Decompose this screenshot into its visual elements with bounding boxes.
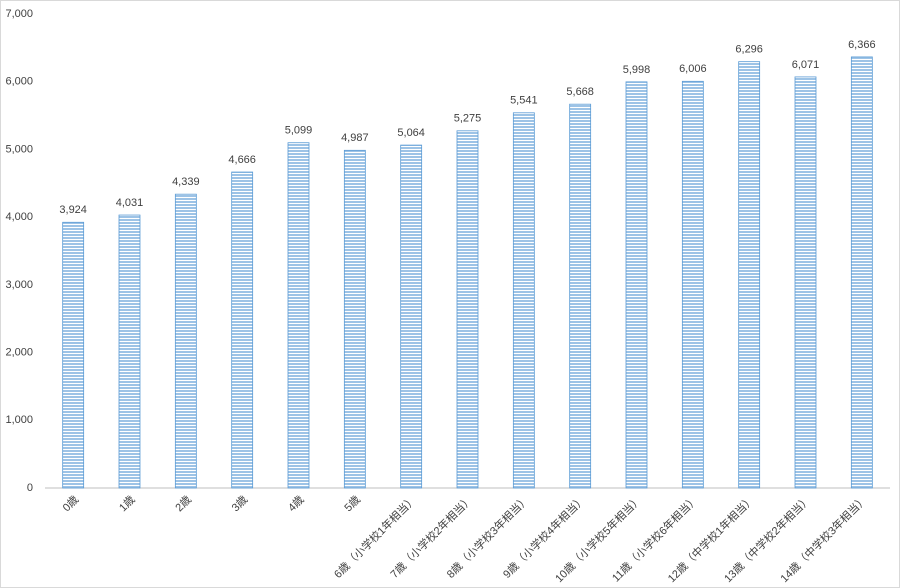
bar (625, 81, 648, 489)
value-label: 6,296 (735, 44, 763, 56)
value-label: 4,987 (341, 132, 369, 144)
bar (512, 112, 535, 489)
value-label: 4,666 (228, 154, 256, 166)
value-label: 6,366 (848, 39, 876, 51)
bar (174, 193, 197, 489)
value-label: 5,668 (566, 86, 594, 98)
x-tick-label: 1歳 (116, 493, 137, 514)
bar (62, 221, 85, 489)
value-label: 5,998 (623, 64, 651, 76)
bar (569, 103, 592, 489)
bar (738, 61, 761, 489)
bar (456, 130, 479, 489)
y-tick-label: 0 (27, 482, 33, 494)
value-label: 3,924 (59, 204, 87, 216)
y-tick-label: 3,000 (5, 279, 33, 291)
value-label: 5,541 (510, 95, 538, 107)
y-tick-label: 1,000 (5, 414, 33, 426)
bar (343, 149, 366, 489)
y-tick-label: 5,000 (5, 143, 33, 155)
bar (118, 214, 141, 489)
x-tick-label: 2歳 (173, 493, 194, 514)
x-tick-label: 0歳 (60, 493, 81, 514)
bar (794, 76, 817, 489)
bar (287, 142, 310, 489)
value-label: 5,064 (397, 127, 425, 139)
x-tick-label: 14歳（中学校3年相当） (777, 492, 870, 585)
value-label: 5,275 (454, 113, 482, 125)
y-tick-label: 4,000 (5, 211, 33, 223)
value-label: 6,006 (679, 63, 707, 75)
x-tick-label: 5歳 (342, 493, 363, 514)
value-label: 5,099 (285, 125, 313, 137)
bar (850, 56, 873, 489)
x-tick-label: 3歳 (229, 493, 250, 514)
bar (400, 144, 423, 489)
value-label: 4,031 (116, 197, 144, 209)
x-tick-label: 4歳 (285, 493, 306, 514)
value-label: 6,071 (792, 59, 820, 71)
y-tick-label: 7,000 (5, 8, 33, 20)
bar (681, 80, 704, 489)
y-tick-label: 6,000 (5, 76, 33, 88)
y-tick-label: 2,000 (5, 346, 33, 358)
bar (231, 171, 254, 489)
value-label: 4,339 (172, 176, 200, 188)
